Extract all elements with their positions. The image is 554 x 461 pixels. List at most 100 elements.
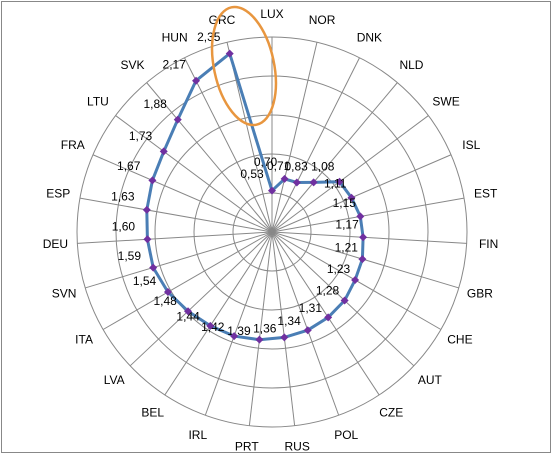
value-label: 1,15 (333, 196, 357, 210)
spoke (271, 57, 360, 233)
spoke (271, 115, 429, 233)
category-label: SVN (52, 286, 77, 300)
spoke (79, 197, 273, 233)
category-label: ISL (462, 138, 480, 152)
value-label: 2,35 (197, 30, 221, 44)
value-label: 1,59 (118, 249, 142, 263)
value-label: 1,17 (335, 218, 359, 232)
category-label: NLD (399, 58, 423, 72)
spoke (102, 231, 273, 330)
category-label: RUS (285, 440, 310, 454)
data-point (159, 147, 168, 156)
spoke (146, 82, 273, 233)
value-label: 0,70 (254, 155, 278, 169)
category-label: ITA (75, 333, 93, 347)
spoke (271, 154, 452, 233)
spoke (271, 82, 398, 233)
category-label: LTU (87, 95, 109, 109)
category-label: DEU (43, 237, 68, 251)
category-label: POL (334, 428, 358, 442)
data-point (359, 233, 368, 242)
category-label: NOR (309, 13, 336, 27)
category-label: ESP (46, 186, 70, 200)
data-point (268, 186, 276, 195)
category-label: CHE (447, 333, 472, 347)
category-label: GBR (467, 286, 493, 300)
data-point (347, 193, 356, 202)
spoke (271, 197, 465, 233)
spoke (164, 231, 273, 396)
data-point (149, 263, 158, 272)
data-point (340, 296, 349, 305)
category-label: CZE (379, 405, 403, 419)
value-label: 1,36 (253, 322, 277, 336)
data-point (184, 307, 193, 316)
data-point (230, 332, 239, 341)
value-label: 1,31 (299, 301, 323, 315)
data-point (148, 176, 157, 185)
category-label: FRA (61, 138, 85, 152)
data-point (143, 235, 152, 244)
value-label: 1,21 (335, 240, 359, 254)
spoke (271, 231, 340, 416)
category-label: BEL (141, 405, 164, 419)
series-line (145, 51, 365, 342)
spoke (184, 57, 273, 233)
value-label: 1,11 (324, 176, 347, 190)
value-label: 1,44 (176, 309, 200, 323)
value-label: 1,34 (277, 314, 301, 328)
data-point (206, 321, 215, 330)
data-point (356, 212, 365, 221)
value-label: 1,28 (316, 283, 340, 297)
plot: 0,530,700,710,83 1,08 1,11 1,15 1,17 1,21 1,23… (111, 30, 368, 344)
value-label: 2,17 (163, 57, 187, 71)
data-point (280, 174, 289, 183)
data-point (335, 177, 344, 186)
spoke (77, 231, 273, 244)
data-point (309, 178, 318, 187)
data-point (255, 335, 264, 344)
category-label: SWE (432, 95, 459, 109)
data-point (280, 333, 289, 342)
category-label: GRC (209, 13, 236, 27)
category-label: AUT (418, 373, 443, 387)
value-label: 1,67 (117, 159, 141, 173)
value-label: 1,54 (133, 274, 157, 288)
spoke (271, 42, 318, 233)
data-point (163, 288, 172, 297)
value-label: 1,63 (111, 189, 135, 203)
category-label: LUX (260, 7, 283, 21)
category-label: SVK (121, 58, 145, 72)
value-label: 1,60 (112, 220, 136, 234)
data-point (225, 49, 234, 58)
data-point (358, 255, 367, 264)
spoke (129, 231, 273, 367)
spoke (271, 231, 380, 396)
spoke (248, 231, 273, 426)
highlight-ellipse (210, 5, 278, 127)
category-label: EST (474, 186, 498, 200)
value-label: 1,73 (129, 129, 153, 143)
value-label: 0,83 (285, 160, 309, 174)
category-label: LVA (104, 373, 125, 387)
spoke (271, 231, 296, 426)
data-point (173, 115, 182, 124)
spoke (115, 115, 273, 233)
value-label: 1,88 (143, 97, 167, 111)
category-label: PRT (235, 440, 259, 454)
spoke (204, 231, 273, 416)
data-point (324, 313, 333, 322)
spoke (271, 231, 467, 244)
spoke (85, 231, 273, 289)
value-label: 1,48 (153, 294, 177, 308)
category-label: HUN (162, 30, 188, 44)
category-label: DNK (357, 30, 382, 44)
value-label: 1,08 (311, 159, 335, 173)
data-point (192, 76, 201, 85)
data-point (142, 205, 151, 214)
data-point (292, 178, 301, 187)
value-label: 1,23 (327, 262, 351, 276)
data-point (303, 326, 312, 335)
value-label: 0,53 (240, 167, 264, 181)
